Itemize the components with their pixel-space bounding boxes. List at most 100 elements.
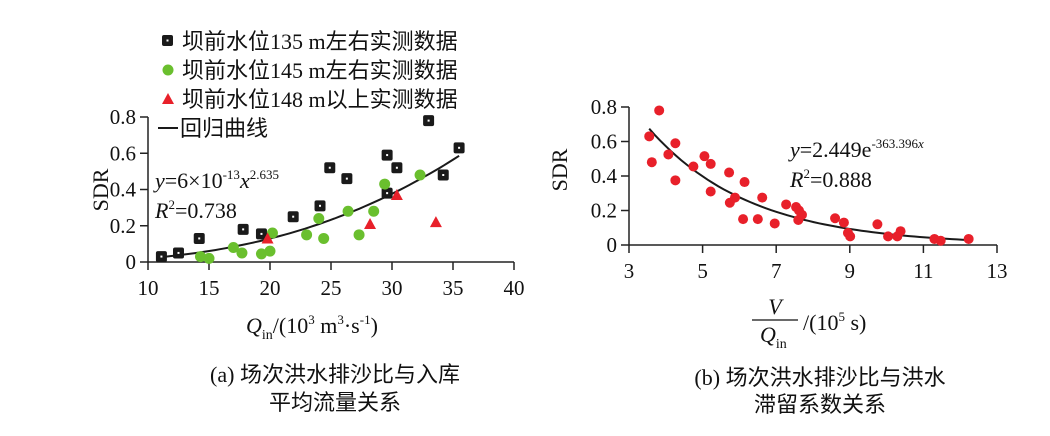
x-tick-label: 9 [845, 259, 856, 283]
legend-circle-marker [162, 64, 174, 76]
data-point-145 [194, 251, 206, 263]
y-tick-label: 0 [607, 233, 618, 257]
panel-a-y-axis-label: SDR [88, 168, 113, 211]
regression-curve [648, 128, 968, 241]
data-point-135-dot [345, 177, 348, 180]
panel-b-chart: 3 5 7 9 11 13 0 0.2 0.4 0.6 0.8 SDR y=2.449e-363.3… [547, 95, 1008, 417]
data-point-135-dot [260, 232, 263, 235]
x-label-denominator: Qin [760, 322, 787, 352]
x-tick-label: 20 [260, 276, 281, 300]
x-tick-label: 3 [624, 259, 635, 283]
y-tick-label: 0 [126, 250, 137, 274]
y-tick-label: 0.2 [591, 199, 617, 223]
data-point [729, 192, 740, 203]
data-point [699, 151, 710, 162]
panel-b-caption-line2: 滞留系数关系 [754, 392, 886, 417]
panel-a-x-axis-label: Qin/(103 m3·s-1) [246, 312, 378, 343]
legend-triangle-marker [162, 93, 174, 104]
data-point [781, 199, 792, 210]
data-point [739, 177, 750, 188]
x-tick-label: 15 [199, 276, 220, 300]
data-point-135-dot [386, 154, 389, 157]
legend-square-marker-dot [166, 39, 169, 42]
data-point [845, 231, 856, 242]
regression-curve [160, 154, 460, 259]
data-point-148 [261, 232, 274, 244]
y-tick-label: 0.6 [110, 141, 136, 165]
panel-b-points [644, 105, 974, 246]
data-point-145 [313, 213, 325, 224]
x-tick-label: 25 [321, 276, 342, 300]
data-point-145 [236, 247, 248, 259]
panel-b-fit-curve [648, 128, 968, 241]
data-point-145 [342, 205, 354, 217]
data-point [757, 192, 768, 203]
data-point [705, 186, 716, 197]
y-tick-label: 0.2 [110, 214, 136, 238]
panel-a-chart: 10 15 20 25 30 35 40 0 0.2 0.4 0.6 0.8 SDR 坝前水位135 … [88, 29, 525, 415]
data-point [769, 218, 780, 229]
data-point-135-dot [177, 251, 180, 254]
data-point [895, 226, 906, 237]
data-point [883, 231, 894, 242]
x-tick-label: 11 [913, 259, 933, 283]
data-point-135-dot [160, 255, 163, 258]
data-point-135-dot [458, 146, 461, 149]
x-tick-label: 10 [138, 276, 159, 300]
panel-a-legend: 坝前水位135 m左右实测数据 坝前水位145 m左右实测数据 坝前水位148 … [158, 29, 458, 141]
data-point-135-dot [198, 237, 201, 240]
data-point-145 [203, 252, 215, 264]
y-tick-label: 0.8 [591, 95, 617, 119]
data-point [705, 158, 716, 169]
panel-b-r-squared: R2=0.888 [789, 166, 872, 192]
data-point-135-dot [328, 166, 331, 169]
x-label-units: /(105 s) [803, 309, 866, 335]
x-tick-label: 35 [443, 276, 464, 300]
panel-b-x-axis-label: V Qin /(105 s) [752, 294, 866, 352]
x-tick-label: 13 [987, 259, 1008, 283]
panel-a-caption-line2: 平均流量关系 [269, 390, 401, 415]
data-point [654, 105, 665, 116]
data-point-145 [266, 227, 278, 239]
panel-a-fit-curve [160, 154, 460, 259]
data-point [688, 161, 699, 172]
data-point [670, 138, 681, 149]
data-point [663, 149, 674, 160]
data-point-135-dot [292, 215, 295, 218]
data-point [838, 217, 849, 228]
data-point-148 [429, 216, 442, 228]
x-tick-label: 5 [697, 259, 708, 283]
data-point-148 [364, 217, 377, 229]
data-point [724, 167, 735, 178]
data-point-145 [368, 205, 380, 217]
data-point [872, 219, 883, 230]
data-point [644, 131, 655, 142]
legend-label-fit: 回归曲线 [180, 116, 268, 141]
data-point-145 [227, 242, 239, 253]
panel-b-caption-line1: (b) 场次洪水排沙比与洪水 [694, 365, 945, 390]
legend-label-145: 坝前水位145 m左右实测数据 [182, 58, 458, 83]
data-point [963, 233, 974, 244]
data-point [738, 214, 749, 225]
legend-label-148: 坝前水位148 m以上实测数据 [182, 87, 458, 112]
data-point-145 [318, 232, 330, 244]
data-point [646, 157, 657, 168]
y-tick-label: 0.6 [591, 130, 617, 154]
data-point-135-dot [319, 204, 322, 207]
panel-a-r-squared: R2=0.738 [154, 197, 237, 223]
data-point-145 [301, 229, 313, 241]
panel-a-caption-line1: (a) 场次洪水排沙比与入库 [210, 362, 460, 387]
data-point [752, 214, 763, 225]
panel-b-y-axis-label: SDR [547, 148, 572, 191]
data-point-148 [390, 188, 403, 200]
data-point-145 [264, 245, 276, 257]
data-point-145 [255, 248, 267, 260]
data-point-145 [353, 229, 365, 241]
data-point-135-dot [427, 119, 430, 122]
data-point [796, 209, 807, 220]
panel-b-equation: y=2.449e-363.396x [788, 136, 924, 162]
data-point-135-dot [442, 174, 445, 176]
data-point [935, 235, 946, 246]
y-tick-label: 0.8 [110, 105, 136, 129]
